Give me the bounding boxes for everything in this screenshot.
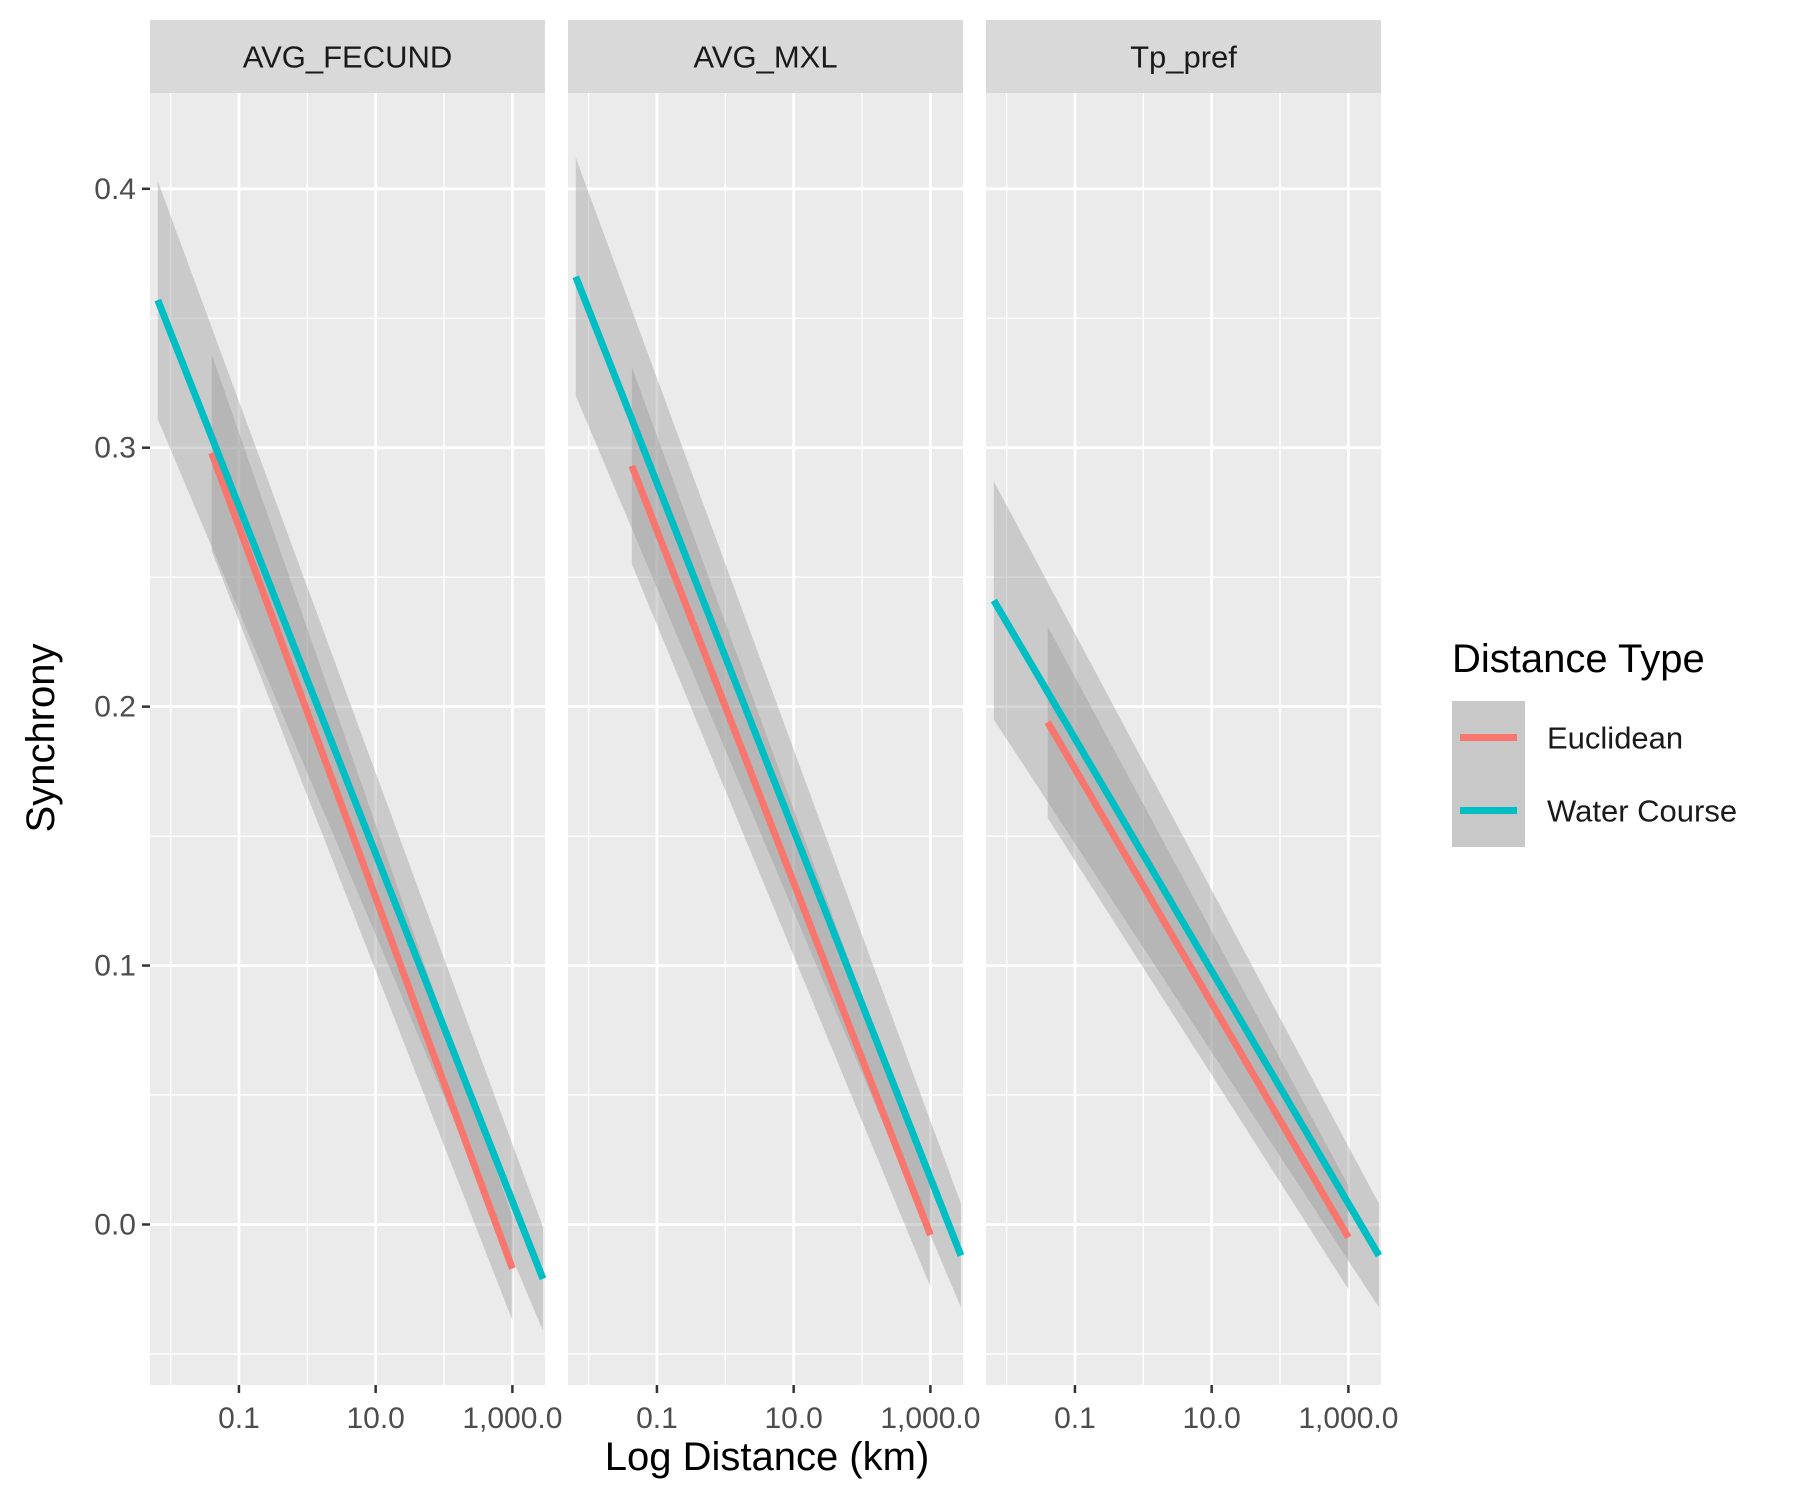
x-axis-title: Log Distance (km) xyxy=(605,1435,930,1479)
y-tick-label: 0.2 xyxy=(94,691,136,724)
legend-item: Euclidean xyxy=(1452,701,1683,774)
y-tick-label: 0.1 xyxy=(94,950,136,983)
y-tick-label: 0.3 xyxy=(94,432,136,465)
series-line-euclidean xyxy=(208,451,516,1270)
x-tick-label: 10.0 xyxy=(346,1402,404,1435)
x-tick-label: 10.0 xyxy=(764,1402,822,1435)
legend-title: Distance Type xyxy=(1452,637,1705,681)
facet-panel: AVG_FECUND xyxy=(150,20,547,1385)
x-tick-label: 1,000.0 xyxy=(880,1402,980,1435)
facet-panel: AVG_MXL xyxy=(568,20,965,1385)
facet-strip xyxy=(150,20,545,93)
x-tick-label: 0.1 xyxy=(218,1402,260,1435)
panels-layer: AVG_FECUND AVG_MXL Tp_pref xyxy=(150,20,1382,1385)
facet-strip xyxy=(986,20,1381,93)
panel-background xyxy=(986,93,1381,1385)
panel-background xyxy=(568,93,963,1385)
y-axis-title: Synchrony xyxy=(19,644,63,833)
confidence-band xyxy=(1047,626,1349,1290)
confidence-band xyxy=(993,481,1379,1308)
y-tick-label: 0.0 xyxy=(94,1208,136,1241)
x-tick-label: 1,000.0 xyxy=(1298,1402,1398,1435)
series-line-water-course xyxy=(154,298,547,1281)
confidence-band xyxy=(631,367,931,1287)
facet-strip-label: AVG_FECUND xyxy=(243,40,453,75)
x-tick-label: 1,000.0 xyxy=(462,1402,562,1435)
legend: Distance Type Euclidean Water Course xyxy=(1452,637,1737,847)
confidence-band xyxy=(211,354,513,1321)
x-tick-label: 0.1 xyxy=(1054,1402,1096,1435)
legend-label: Water Course xyxy=(1547,794,1737,829)
facet-strip-label: Tp_pref xyxy=(1130,40,1237,75)
y-tick-label: 0.4 xyxy=(94,173,136,206)
facet-strip xyxy=(568,20,963,93)
series-line-water-course xyxy=(572,275,965,1257)
x-tick-label: 10.0 xyxy=(1182,1402,1240,1435)
legend-item: Water Course xyxy=(1452,774,1737,847)
facet-panel: Tp_pref xyxy=(986,20,1382,1385)
x-tick-label: 0.1 xyxy=(636,1402,678,1435)
legend-label: Euclidean xyxy=(1547,721,1683,756)
series-line-water-course xyxy=(990,598,1382,1258)
series-line-euclidean xyxy=(1044,720,1352,1240)
facet-strip-label: AVG_MXL xyxy=(693,40,837,75)
series-line-euclidean xyxy=(628,464,934,1237)
axes-layer: 0.1 10.0 1,000.0 0.1 10.0 1,000.0 0.1 10.0 1,000… xyxy=(94,173,1398,1435)
